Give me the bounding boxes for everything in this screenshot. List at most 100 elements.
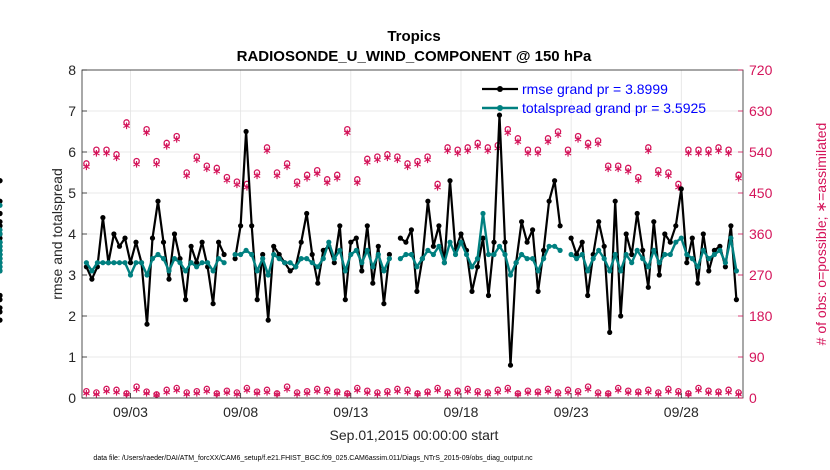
obs-assimilated-marker: * — [193, 155, 201, 171]
obs-assimilated-marker: * — [103, 148, 111, 164]
obs-bottom-assimilated-marker: * — [233, 389, 241, 405]
obs-assimilated-marker: * — [364, 157, 372, 173]
obs-bottom-possible-marker — [153, 391, 160, 398]
y-left-tick-label: 3 — [68, 267, 76, 283]
spread-point — [579, 251, 585, 258]
obs-bottom-possible-marker — [223, 387, 231, 394]
rmse-point — [298, 239, 304, 245]
rmse-point — [684, 260, 690, 266]
obs-bottom-assimilated-marker: * — [454, 388, 462, 404]
obs-bottom-possible-marker — [574, 387, 582, 395]
spread-point — [348, 251, 354, 258]
obs-bottom-assimilated-marker: * — [635, 388, 643, 404]
rmse-point — [673, 223, 679, 229]
y-right-tick-label: 630 — [749, 103, 773, 119]
spread-point — [353, 247, 359, 253]
obs-assimilated-marker: * — [173, 135, 181, 151]
obs-bottom-possible-marker — [564, 386, 572, 394]
obs-possible-marker — [604, 162, 612, 169]
obs-possible-marker — [414, 157, 421, 165]
rmse-point — [149, 235, 156, 241]
spread-point — [695, 264, 701, 270]
x-tick-label: 09/08 — [223, 404, 258, 420]
bottom-obs-markers: * * * * * * * * * * * * * * * * * * * * * * * * * * * * * * * * * * * * * * * *… — [83, 383, 743, 406]
rmse-point — [199, 239, 205, 245]
spread-point — [166, 268, 172, 274]
y-axis-label-left: rmse and totalspread — [49, 168, 65, 300]
y-axis-label-right: # of obs: o=possible; ∗=assimilated — [813, 123, 829, 346]
spread-point — [0, 260, 3, 266]
obs-assimilated-marker: * — [414, 160, 422, 176]
obs-assimilated-marker: * — [514, 137, 522, 153]
rmse-point — [144, 321, 150, 327]
spread-point — [249, 251, 255, 258]
obs-possible-marker — [374, 153, 381, 160]
obs-possible-marker — [354, 176, 361, 183]
obs-assimilated-marker: * — [524, 148, 532, 164]
y-right-tick-label: 360 — [749, 226, 773, 242]
x-tick-label: 09/23 — [554, 404, 589, 420]
spread-point — [171, 256, 178, 262]
spread-point — [441, 260, 447, 266]
spread-point — [574, 256, 580, 262]
y-right-tick-label: 90 — [749, 349, 765, 365]
rmse-point — [634, 210, 640, 217]
obs-assimilated-marker: * — [183, 171, 191, 187]
obs-bottom-possible-marker — [715, 388, 722, 395]
obs-bottom-possible-marker — [514, 390, 522, 397]
y-left-tick-label: 5 — [68, 185, 76, 201]
obs-bottom-possible-marker — [143, 388, 150, 395]
obs-bottom-possible-marker — [203, 385, 211, 393]
spread-point — [342, 268, 348, 274]
obs-bottom-possible-marker — [464, 385, 471, 393]
rmse-point — [568, 235, 574, 241]
obs-bottom-assimilated-marker: * — [324, 387, 332, 403]
legend-marker-rmse — [497, 86, 503, 92]
rmse-point — [530, 227, 536, 233]
obs-bottom-possible-marker — [685, 390, 692, 397]
rmse-point — [0, 292, 3, 299]
obs-bottom-assimilated-marker: * — [504, 386, 512, 402]
rmse-point — [717, 243, 723, 249]
obs-bottom-possible-marker — [183, 389, 190, 396]
obs-possible-marker — [213, 164, 221, 172]
rmse-point — [243, 128, 249, 135]
obs-bottom-assimilated-marker: * — [83, 388, 91, 404]
obs-possible-marker — [223, 173, 231, 181]
spread-point — [656, 260, 662, 266]
series-line-rmse — [85, 200, 226, 326]
obs-possible-marker — [183, 169, 190, 176]
spread-point — [144, 272, 150, 278]
obs-bottom-assimilated-marker: * — [625, 388, 633, 404]
spread-point — [458, 239, 464, 245]
obs-possible-marker — [444, 144, 451, 151]
spread-point — [359, 260, 365, 266]
spread-point — [425, 247, 431, 253]
obs-possible-marker — [193, 153, 201, 160]
spread-point — [265, 272, 271, 278]
spread-point — [634, 247, 640, 253]
obs-bottom-possible-marker — [333, 388, 341, 395]
obs-bottom-possible-marker — [263, 386, 271, 394]
legend-label-rmse: rmse grand pr = 3.8999 — [522, 81, 668, 97]
spread-point — [0, 227, 3, 233]
rmse-point — [546, 198, 552, 204]
obs-bottom-possible-marker — [524, 387, 532, 394]
obs-bottom-assimilated-marker: * — [464, 387, 472, 403]
spread-point — [590, 256, 596, 262]
obs-bottom-assimilated-marker: * — [93, 389, 101, 405]
rmse-point — [574, 251, 580, 258]
x-axis-label: Sep.01,2015 00:00:00 start — [330, 427, 499, 443]
obs-possible-marker — [323, 176, 331, 183]
obs-bottom-possible-marker — [725, 386, 732, 394]
y-right-tick-label: 540 — [749, 144, 773, 160]
spread-point — [177, 260, 183, 266]
obs-assimilated-marker: * — [735, 173, 743, 189]
spread-point — [0, 247, 3, 253]
rmse-point — [425, 198, 431, 204]
spread-point — [629, 260, 635, 266]
obs-bottom-possible-marker — [554, 389, 562, 396]
obs-bottom-possible-marker — [494, 386, 502, 394]
rmse-point — [689, 235, 695, 241]
